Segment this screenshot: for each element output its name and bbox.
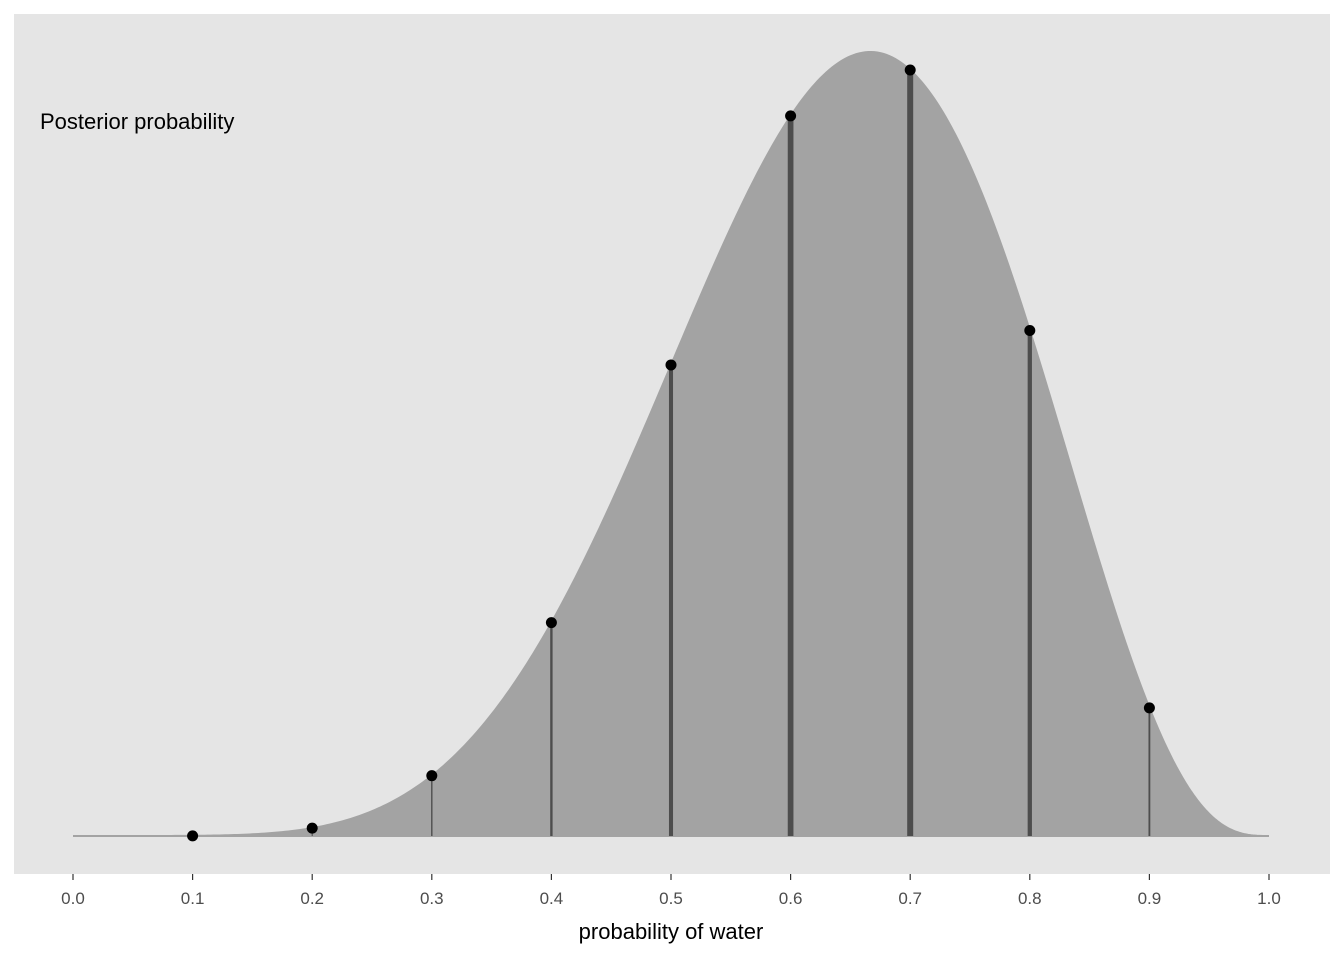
posterior-segments (192, 69, 1151, 836)
x-tick-label: 0.8 (1018, 889, 1042, 908)
posterior-point (306, 822, 318, 834)
posterior-point (545, 617, 557, 629)
posterior-point (1024, 324, 1036, 336)
x-tick-label: 0.2 (300, 889, 324, 908)
x-tick-label: 0.4 (540, 889, 564, 908)
x-axis-ticks: 0.0 0.1 0.2 0.3 0.4 0.5 0.6 0.7 0.8 0.9 1.0 (61, 874, 1281, 908)
x-tick-label: 0.0 (61, 889, 85, 908)
x-tick-label: 0.1 (181, 889, 205, 908)
posterior-points (187, 64, 1155, 842)
posterior-point (426, 770, 438, 782)
x-tick-label: 1.0 (1257, 889, 1281, 908)
posterior-point (904, 64, 916, 76)
posterior-point (665, 359, 677, 371)
x-tick-label: 0.6 (779, 889, 803, 908)
x-axis-title: probability of water (579, 919, 764, 944)
x-tick-label: 0.7 (898, 889, 922, 908)
x-tick-label: 0.5 (659, 889, 683, 908)
posterior-point (785, 110, 797, 122)
posterior-point (187, 830, 199, 842)
x-tick-label: 0.3 (420, 889, 444, 908)
posterior-point (1143, 702, 1155, 714)
x-tick-label: 0.9 (1138, 889, 1162, 908)
annotation-label: Posterior probability (40, 109, 234, 134)
